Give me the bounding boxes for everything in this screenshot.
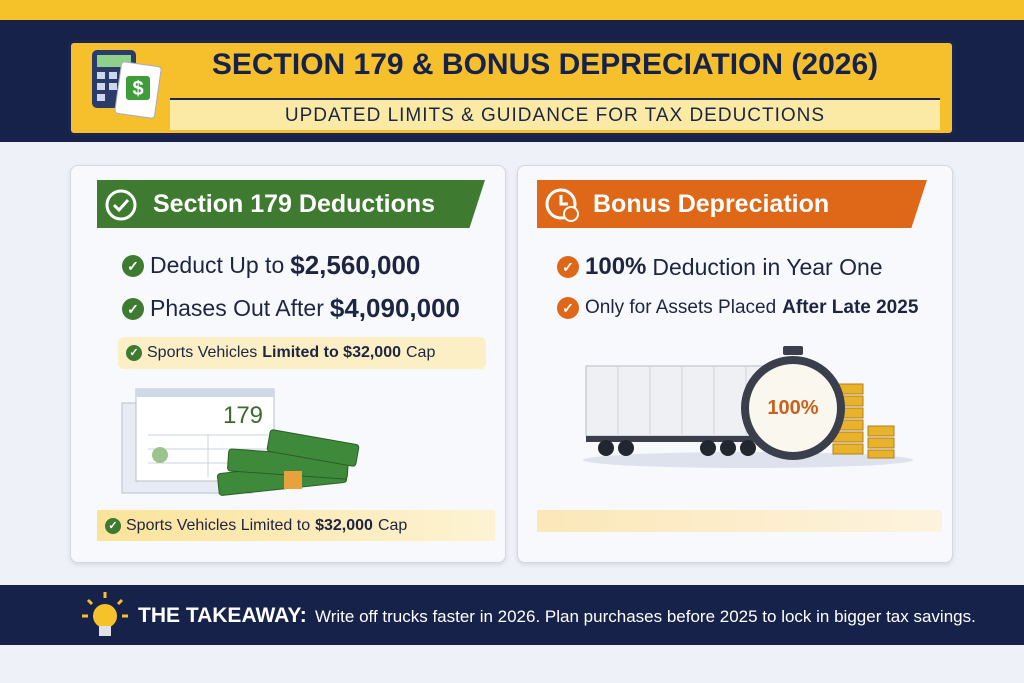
item-emphasis: After Late 2025	[782, 297, 919, 318]
takeaway-text: Write off trucks faster in 2026. Plan pu…	[315, 607, 976, 626]
lightbulb-icon	[82, 592, 128, 636]
left-item: ✓ Deduct Up to $2,560,000	[122, 250, 420, 281]
footer-suffix: Cap	[377, 516, 408, 534]
illustration-label: 179	[223, 402, 263, 429]
check: ✓	[122, 254, 144, 277]
check: ✓	[105, 517, 121, 534]
calculator-icon: $	[92, 50, 162, 119]
right-item: ✓ 100% Deduction in Year One	[557, 253, 883, 281]
note-emphasis: Limited to $32,000	[262, 344, 401, 361]
footer-text: Sports Vehicles Limited to	[126, 516, 311, 534]
illustration-label: 100%	[767, 397, 818, 419]
header-subtitle: UPDATED LIMITS & GUIDANCE FOR TAX DEDUCT…	[170, 98, 940, 130]
right-card	[517, 165, 953, 563]
right-item: ✓ Only for Assets Placed After Late 2025	[557, 297, 918, 319]
documents-money-illustration: 179	[121, 388, 360, 496]
item-emphasis: $4,090,000	[329, 293, 461, 323]
svg-text:$: $	[132, 78, 143, 100]
takeaway-band	[0, 585, 1024, 645]
footer-emphasis: $32,000	[315, 516, 373, 534]
item-text: Only for Assets Placed	[585, 297, 777, 318]
note-suffix: Cap	[406, 344, 436, 361]
header-title: SECTION 179 & BONUS DEPRECIATION (2026)	[211, 48, 879, 81]
item-text: Deduction in Year One	[652, 253, 883, 280]
item-emphasis: $2,560,000	[290, 250, 421, 280]
check: ✓	[557, 297, 579, 319]
item-text: Phases Out After	[150, 295, 324, 321]
right-footer-strip	[537, 510, 942, 532]
takeaway-label: THE TAKEAWAY:	[138, 604, 307, 627]
left-card-header: Section 179 Deductions	[97, 180, 485, 228]
truck-stopwatch-illustration: 100%	[583, 346, 913, 468]
right-card-header: Bonus Depreciation	[537, 180, 927, 228]
check: ✓	[126, 345, 142, 361]
clock-icon	[545, 188, 579, 222]
item-emphasis: 100%	[585, 253, 647, 280]
note-text: Sports Vehicles	[147, 344, 258, 361]
check: ✓	[122, 297, 144, 320]
check-icon	[105, 189, 137, 221]
check: ✓	[557, 256, 579, 278]
item-text: Deduct Up to	[150, 252, 285, 278]
left-note: ✓ Sports Vehicles Limited to $32,000 Cap	[118, 337, 486, 369]
top-stripe	[0, 0, 1024, 20]
left-footer-note: ✓ Sports Vehicles Limited to $32,000 Cap	[97, 510, 495, 541]
left-item: ✓ Phases Out After $4,090,000	[122, 293, 460, 324]
